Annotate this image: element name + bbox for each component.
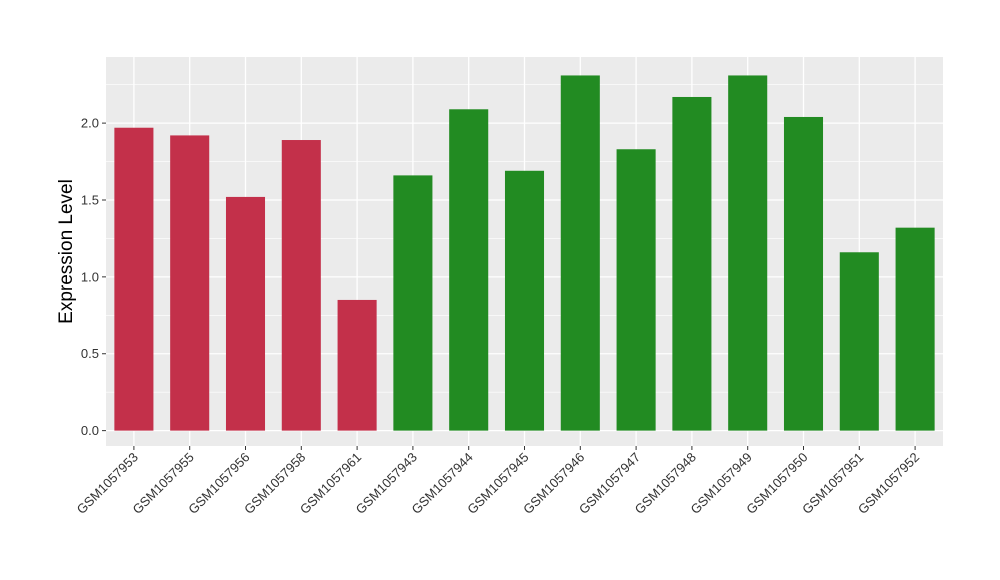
y-tick-label: 0.5 <box>81 346 99 361</box>
bar-GSM1057945 <box>504 170 545 431</box>
bar-GSM1057947 <box>616 149 656 431</box>
x-axis-ticks: GSM1057953GSM1057955GSM1057956GSM1057958… <box>74 446 922 517</box>
bars <box>114 75 935 431</box>
bar-GSM1057946 <box>560 75 600 431</box>
bar-GSM1057956 <box>225 196 266 431</box>
y-tick-label: 1.5 <box>81 192 99 207</box>
bar-GSM1057961 <box>337 299 377 431</box>
y-axis-ticks: 0.0 0.5 1.0 1.5 2.0 <box>81 116 106 438</box>
bar-GSM1057958 <box>281 140 321 431</box>
bar-GSM1057953 <box>114 127 154 431</box>
bar-GSM1057955 <box>170 135 210 431</box>
bar-GSM1057943 <box>393 175 433 431</box>
bar-GSM1057952 <box>895 227 935 431</box>
y-axis-title: Expression Level <box>56 179 77 324</box>
bar-GSM1057948 <box>672 96 712 431</box>
bar-GSM1057950 <box>783 116 824 431</box>
y-tick-label: 2.0 <box>81 116 99 131</box>
bar-GSM1057944 <box>449 109 489 431</box>
y-tick-label: 0.0 <box>81 423 99 438</box>
y-tick-label: 1.0 <box>81 269 99 284</box>
bar-GSM1057951 <box>839 252 879 431</box>
bar-GSM1057949 <box>728 75 768 431</box>
